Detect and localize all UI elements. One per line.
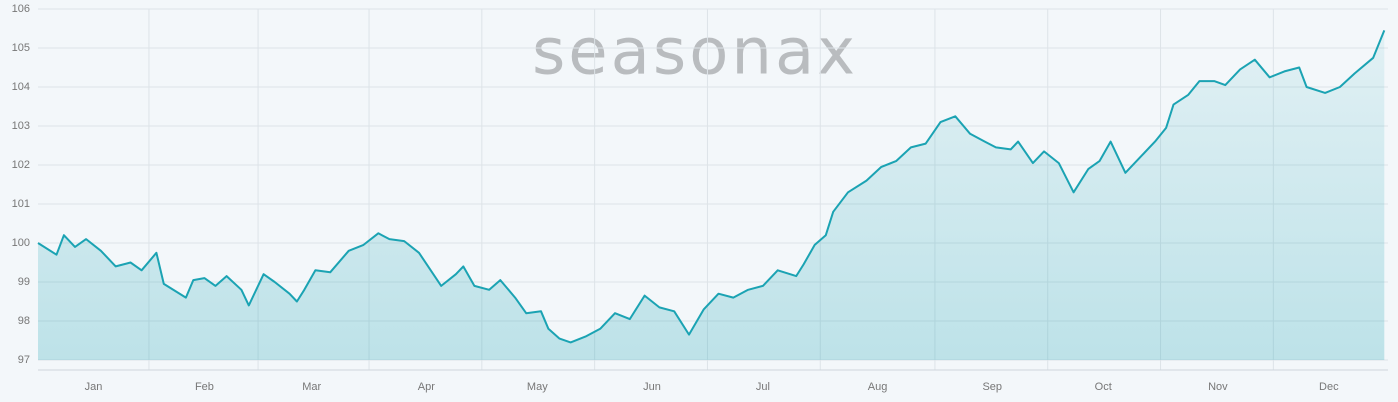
- x-tick-label: Jul: [756, 381, 770, 393]
- y-tick-label: 103: [12, 120, 30, 132]
- x-tick-label: Sep: [982, 381, 1002, 393]
- x-tick-label: Oct: [1095, 381, 1112, 393]
- y-tick-label: 99: [18, 276, 30, 288]
- line: [37, 30, 1386, 344]
- y-tick-label: 105: [12, 42, 30, 54]
- watermark: seasonax: [532, 16, 858, 90]
- x-tick-label: Dec: [1319, 381, 1339, 393]
- y-tick-label: 98: [18, 315, 30, 327]
- x-tick-label: Mar: [302, 381, 321, 393]
- x-tick-label: Aug: [868, 381, 888, 393]
- y-tick-label: 100: [12, 237, 30, 249]
- x-tick-label: Feb: [195, 381, 214, 393]
- x-tick-label: Apr: [418, 381, 435, 393]
- y-tick-label: 101: [12, 198, 30, 210]
- x-tick-label: Jan: [85, 381, 103, 393]
- area: [38, 30, 1385, 361]
- y-tick-label: 106: [12, 3, 30, 15]
- y-tick-label: 102: [12, 159, 30, 171]
- x-tick-label: Jun: [643, 381, 661, 393]
- x-tick-label: May: [527, 381, 548, 393]
- x-tick-label: Nov: [1208, 381, 1228, 393]
- y-tick-label: 104: [12, 81, 30, 93]
- y-tick-label: 97: [18, 354, 30, 366]
